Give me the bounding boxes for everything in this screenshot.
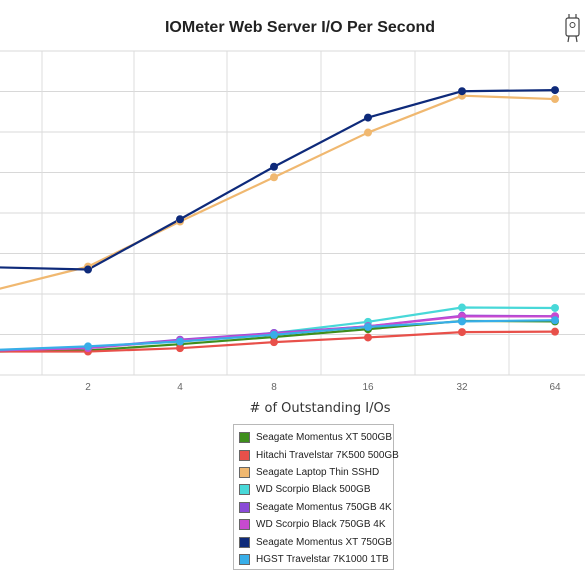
series-lines bbox=[0, 89, 556, 353]
legend-label: Seagate Momentus XT 750GB bbox=[256, 536, 393, 548]
legend-swatch bbox=[239, 536, 250, 548]
data-point bbox=[270, 162, 278, 171]
x-tick-label: 32 bbox=[456, 382, 468, 393]
legend-swatch bbox=[239, 553, 250, 565]
chart-legend: Seagate Momentus XT 500GB Hitachi Travels… bbox=[233, 424, 399, 570]
data-point bbox=[270, 338, 278, 347]
data-point bbox=[458, 87, 466, 96]
legend-label: Seagate Laptop Thin SSHD bbox=[256, 466, 380, 478]
data-point bbox=[176, 337, 184, 346]
data-point bbox=[364, 113, 372, 122]
data-point bbox=[458, 303, 466, 312]
data-point bbox=[364, 322, 372, 331]
chart-title: IOMeter Web Server I/O Per Second bbox=[165, 19, 435, 36]
x-tick-label: 64 bbox=[549, 382, 561, 393]
x-tick-label: 2 bbox=[85, 382, 91, 393]
legend-item[interactable]: Seagate Momentus 750GB 4K bbox=[239, 499, 393, 516]
x-tick-label: 8 bbox=[271, 382, 277, 393]
legend-label: WD Scorpio Black 750GB 4K bbox=[256, 519, 386, 531]
legend-label: Seagate Momentus 750GB 4K bbox=[256, 501, 392, 513]
data-point bbox=[84, 265, 92, 274]
legend-item[interactable]: WD Scorpio Black 750GB 4K bbox=[239, 516, 393, 533]
legend-swatch bbox=[239, 449, 250, 461]
legend-item[interactable]: Seagate Momentus XT 500GB bbox=[239, 429, 393, 446]
legend-label: Hitachi Travelstar 7K500 500GB bbox=[256, 449, 399, 461]
data-point bbox=[551, 316, 559, 325]
data-point bbox=[364, 333, 372, 342]
plot-grid bbox=[0, 50, 585, 376]
data-point bbox=[364, 128, 372, 137]
legend-swatch bbox=[239, 484, 250, 496]
legend-swatch bbox=[239, 501, 250, 513]
data-point bbox=[551, 327, 559, 336]
data-point bbox=[176, 215, 184, 224]
data-point bbox=[458, 328, 466, 337]
legend-item[interactable]: WD Scorpio Black 500GB bbox=[239, 481, 393, 498]
x-tick-labels: 2 4 8 16 32 64 bbox=[85, 382, 561, 393]
data-point bbox=[458, 317, 466, 326]
series-line bbox=[0, 89, 556, 271]
legend-swatch bbox=[239, 519, 250, 531]
data-point bbox=[551, 95, 559, 104]
legend-swatch bbox=[239, 432, 250, 444]
x-axis-label: # of Outstanding I/Os bbox=[249, 401, 390, 416]
x-tick-label: 16 bbox=[362, 382, 374, 393]
data-point bbox=[84, 342, 92, 351]
legend-label: WD Scorpio Black 500GB bbox=[256, 484, 371, 496]
data-point bbox=[270, 173, 278, 182]
x-tick-label: 4 bbox=[177, 382, 183, 393]
legend-item[interactable]: Seagate Laptop Thin SSHD bbox=[239, 464, 393, 481]
legend-item[interactable]: Seagate Momentus XT 750GB bbox=[239, 533, 393, 550]
legend-item[interactable]: Hitachi Travelstar 7K500 500GB bbox=[239, 446, 399, 463]
logo-icon bbox=[560, 10, 585, 44]
legend-label: HGST Travelstar 7K1000 1TB bbox=[256, 553, 389, 565]
series-points bbox=[84, 86, 559, 356]
legend-item[interactable]: HGST Travelstar 7K1000 1TB bbox=[239, 551, 393, 568]
data-point bbox=[551, 303, 559, 312]
data-point bbox=[551, 86, 559, 95]
series-line bbox=[0, 94, 556, 290]
legend-swatch bbox=[239, 466, 250, 478]
data-point bbox=[270, 330, 278, 339]
legend-label: Seagate Momentus XT 500GB bbox=[256, 432, 393, 444]
data-point bbox=[176, 344, 184, 353]
